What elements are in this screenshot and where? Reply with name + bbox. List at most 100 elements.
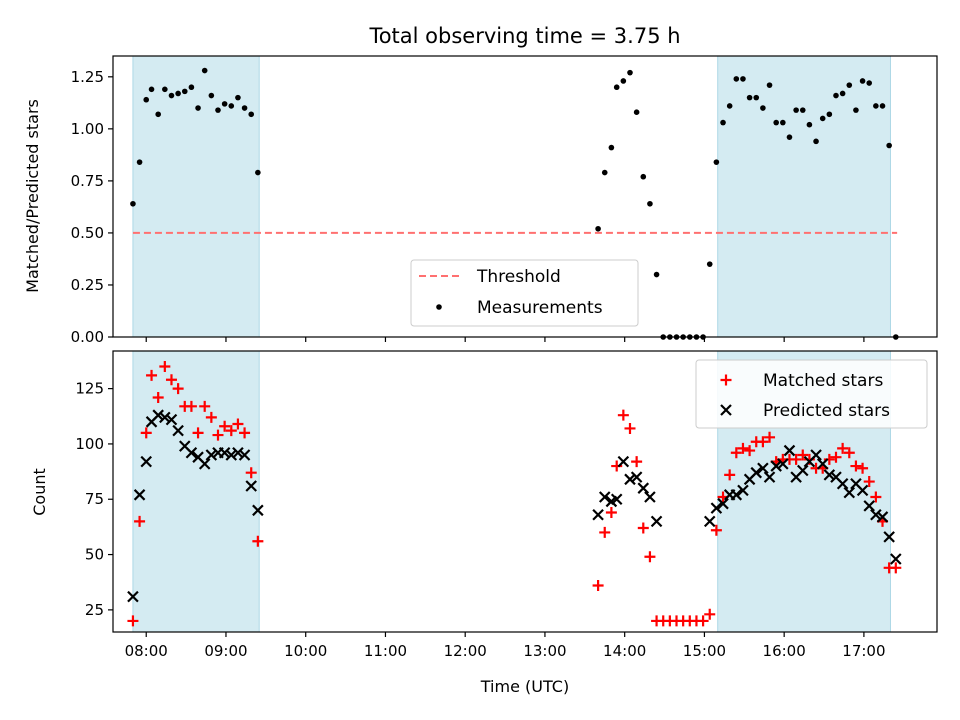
- matched-star-point: [611, 460, 623, 472]
- matched-star-point: [704, 608, 716, 620]
- matched-star-point: [199, 400, 211, 412]
- measurement-point: [136, 159, 143, 165]
- bottom-y-tick-label: 125: [75, 380, 104, 398]
- predicted-star-point: [152, 409, 164, 421]
- measurement-point: [713, 159, 720, 165]
- measurement-point: [255, 169, 261, 176]
- measurement-point: [853, 107, 859, 113]
- predicted-star-point: [823, 469, 836, 481]
- predicted-star-point: [617, 455, 630, 468]
- predicted-star-point: [710, 502, 723, 514]
- matched-star-point: [159, 360, 171, 372]
- measurement-point: [839, 90, 846, 97]
- matched-star-point: [637, 522, 649, 534]
- measurement-point: [720, 119, 726, 126]
- measurement-point: [806, 121, 813, 128]
- measurement-point: [760, 105, 766, 111]
- matched-star-point: [870, 491, 882, 503]
- bottom-y-axis-label: Count: [30, 468, 49, 516]
- measurement-point: [601, 169, 608, 176]
- predicted-star-point: [777, 458, 789, 470]
- legend-matched-label: Matched stars: [763, 371, 883, 391]
- measurement-point: [780, 119, 786, 126]
- measurement-point: [148, 86, 155, 93]
- top-y-tick-label: 0.25: [71, 276, 104, 294]
- matched-star-point: [890, 562, 902, 574]
- matched-star-point: [790, 453, 802, 465]
- measurement-point: [620, 78, 627, 84]
- predicted-star-point: [863, 500, 875, 512]
- matched-star-point: [134, 515, 146, 527]
- measurement-point: [786, 134, 793, 140]
- measurement-point: [733, 76, 740, 82]
- measurement-point: [608, 144, 615, 151]
- predicted-star-point: [856, 484, 869, 497]
- matched-star-point: [605, 507, 617, 519]
- predicted-star-point: [717, 497, 729, 510]
- predicted-star-point: [750, 466, 763, 479]
- predicted-star-point: [810, 449, 822, 461]
- predicted-star-point: [783, 444, 796, 457]
- matched-star-point: [757, 436, 769, 448]
- predicted-star-point: [876, 511, 889, 523]
- matched-star-point: [146, 369, 158, 381]
- predicted-star-point: [165, 413, 178, 426]
- predicted-star-point: [133, 489, 146, 501]
- measurement-point: [228, 103, 235, 109]
- measurement-point: [833, 92, 839, 99]
- matched-star-point: [192, 427, 204, 439]
- predicted-star-point: [598, 491, 611, 503]
- predicted-star-point: [592, 508, 604, 521]
- predicted-star-point: [650, 515, 663, 528]
- predicted-star-point: [225, 449, 238, 461]
- predicted-star-point: [624, 473, 636, 486]
- bottom-legend-box: [695, 359, 928, 429]
- top-shaded-interval: [132, 55, 260, 338]
- x-tick-label: 14:00: [603, 642, 646, 660]
- matched-star-point: [592, 580, 604, 592]
- matched-star-point: [797, 449, 809, 461]
- measurement-point: [653, 271, 660, 278]
- measurement-point: [208, 92, 215, 99]
- x-tick-label: 11:00: [364, 642, 407, 660]
- predicted-star-point: [238, 449, 251, 461]
- predicted-star-point: [843, 486, 856, 499]
- predicted-star-point: [796, 464, 809, 477]
- top-y-tick-label: 0.00: [71, 328, 104, 346]
- bottom-plot-frame: [112, 350, 938, 633]
- predicted-star-point: [763, 471, 776, 483]
- measurement-point: [215, 107, 221, 113]
- measurement-point: [859, 78, 866, 84]
- top-legend-box: [410, 259, 639, 327]
- matched-star-point: [140, 427, 152, 439]
- predicted-star-point: [127, 590, 139, 603]
- measurement-point: [866, 80, 873, 86]
- matched-star-point: [599, 526, 611, 538]
- top-panel: 0.00 0.25 0.50 0.75 1.00 1.25 Threshold Measure…: [71, 55, 938, 346]
- measurement-point: [846, 82, 853, 88]
- measurement-point: [826, 111, 833, 118]
- matched-star-point: [724, 469, 736, 481]
- matched-star-point: [232, 418, 244, 430]
- matched-star-point: [697, 615, 709, 627]
- measurement-point: [640, 173, 647, 180]
- predicted-star-point: [770, 460, 782, 472]
- x-tick-label: 10:00: [284, 642, 327, 660]
- matched-star-point: [737, 442, 749, 454]
- predicted-star-point: [644, 491, 656, 503]
- measurement-point: [766, 82, 773, 88]
- x-tick-label: 08:00: [125, 642, 168, 660]
- measurement-point: [195, 105, 201, 111]
- measurement-point: [813, 138, 819, 145]
- x-tick-label: 13:00: [523, 642, 566, 660]
- measurement-point: [613, 84, 620, 91]
- matched-star-point: [857, 462, 869, 474]
- legend-threshold-label: Threshold: [476, 267, 561, 287]
- x-axis-label: Time (UTC): [480, 677, 569, 696]
- predicted-star-point: [159, 411, 171, 424]
- predicted-star-point: [245, 480, 257, 492]
- predicted-star-point: [836, 477, 849, 490]
- measurement-point: [793, 107, 799, 113]
- measurement-point: [201, 67, 208, 74]
